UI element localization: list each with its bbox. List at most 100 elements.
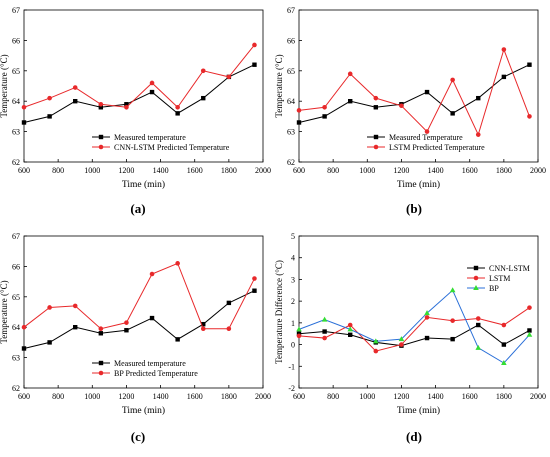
y-axis-label: Temperature (°C) <box>0 280 9 343</box>
y-axis-label: Temperature (°C) <box>275 54 284 117</box>
data-point <box>149 315 155 321</box>
data-point <box>296 333 302 339</box>
data-point <box>201 321 206 327</box>
y-tick-label: 65 <box>12 293 20 302</box>
y-tick-label: -2 <box>288 384 295 393</box>
data-point <box>424 335 430 341</box>
line-chart-a: 600 800 1000 1200 1400 1600 1800 2000 62 63 64 65 66… <box>0 6 271 190</box>
data-point <box>424 129 430 134</box>
data-point <box>21 120 27 125</box>
data-point <box>501 74 507 80</box>
legend-marker <box>98 134 104 140</box>
data-point <box>322 335 327 341</box>
x-tick-label: 600 <box>18 166 30 175</box>
legend-marker <box>473 285 479 290</box>
x-tick-label: 2000 <box>530 392 546 401</box>
series-line-1 <box>23 262 255 330</box>
legend-label: CNN-LSTM <box>489 264 530 273</box>
data-point <box>98 331 104 336</box>
data-point <box>98 105 104 110</box>
data-point <box>527 305 532 310</box>
data-point <box>526 331 533 337</box>
data-point <box>527 62 532 67</box>
x-tick-label: 1600 <box>462 392 478 401</box>
y-tick-label: 62 <box>12 384 20 393</box>
line-chart-d: 600 800 1000 1200 1400 1600 1800 2000 -2 -1 0 1 2 3 4 5… <box>274 232 546 416</box>
chart-panel-b: 600 800 1000 1200 1400 1600 1800 2000 62 63 64 65 66… <box>274 0 550 231</box>
data-point <box>424 315 430 320</box>
caption-d: (d) <box>406 429 422 444</box>
x-tick-label: 1200 <box>393 392 409 401</box>
data-point <box>399 103 404 109</box>
legend-marker <box>373 134 379 140</box>
y-tick-label: 64 <box>12 323 20 332</box>
x-tick-label: 1400 <box>153 392 169 401</box>
caption-a: (a) <box>130 201 146 216</box>
data-point <box>47 95 52 101</box>
caption-b: (b) <box>406 201 422 216</box>
y-tick-label: 65 <box>287 67 295 76</box>
data-point <box>501 360 507 366</box>
data-point <box>373 348 379 354</box>
data-point <box>527 114 532 119</box>
data-point <box>73 325 78 330</box>
data-point <box>98 101 104 107</box>
data-point <box>475 132 481 137</box>
legend-marker <box>98 370 104 376</box>
series-line-2 <box>298 289 530 364</box>
line-chart-b: 600 800 1000 1200 1400 1600 1800 2000 62 63 64 65 66… <box>274 6 546 190</box>
x-tick-label: 600 <box>18 392 30 401</box>
legend-label: BP <box>489 284 499 293</box>
x-tick-label: 1600 <box>187 166 203 175</box>
legend-label: Measured temperature <box>114 359 186 368</box>
data-point <box>450 111 455 116</box>
x-tick-label: 800 <box>52 392 64 401</box>
data-point <box>149 89 155 95</box>
y-tick-label: 66 <box>287 36 295 45</box>
series-line-1 <box>23 44 255 109</box>
y-axis-label: Temperature (°C) <box>0 54 9 117</box>
legend-marker <box>373 144 379 150</box>
data-point <box>347 322 353 328</box>
data-point <box>47 305 52 310</box>
x-tick-label: 800 <box>327 392 339 401</box>
x-axis-label: Time (min) <box>122 405 165 416</box>
x-tick-label: 1400 <box>153 166 169 175</box>
y-tick-label: 63 <box>287 128 295 137</box>
x-tick-label: 1800 <box>496 392 512 401</box>
data-point <box>296 108 302 113</box>
data-point <box>72 303 78 309</box>
data-point <box>501 47 507 52</box>
legend-label: BP Predicted Temperature <box>114 369 198 378</box>
data-point <box>21 104 27 110</box>
data-point <box>47 114 52 119</box>
y-tick-label: -1 <box>288 362 295 371</box>
legend-label: Measured Temperature <box>389 133 463 142</box>
x-tick-label: 2000 <box>530 166 546 175</box>
x-tick-label: 1800 <box>221 392 237 401</box>
series-line-0 <box>23 64 255 123</box>
data-point <box>21 346 27 351</box>
y-tick-label: 67 <box>12 232 20 241</box>
data-point <box>347 326 354 332</box>
data-point <box>21 324 27 330</box>
y-tick-label: 64 <box>287 97 295 106</box>
x-tick-label: 800 <box>327 166 339 175</box>
x-tick-label: 1000 <box>359 166 375 175</box>
y-tick-label: 63 <box>12 128 20 137</box>
data-point <box>149 271 155 277</box>
x-tick-label: 2000 <box>255 392 271 401</box>
data-point <box>373 338 379 344</box>
data-point <box>296 326 302 332</box>
data-point <box>200 68 206 74</box>
plot-frame <box>23 235 264 389</box>
caption-c: (c) <box>130 429 146 444</box>
data-point <box>201 95 206 101</box>
data-point <box>252 276 257 281</box>
x-tick-label: 1600 <box>187 392 203 401</box>
data-point <box>450 336 455 342</box>
y-axis-label: Temperature Difference (°C) <box>275 260 284 364</box>
x-tick-label: 1400 <box>428 166 444 175</box>
x-axis-label: Time (min) <box>397 179 440 190</box>
data-point <box>347 71 353 77</box>
